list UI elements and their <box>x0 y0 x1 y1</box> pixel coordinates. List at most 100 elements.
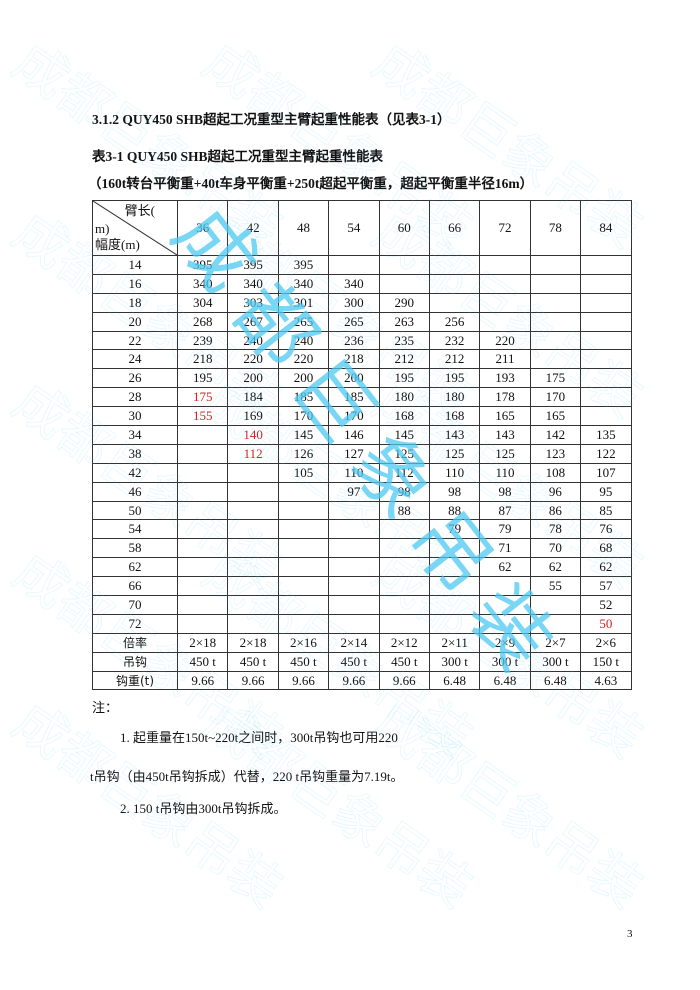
boom-length-header: 60 <box>378 200 430 256</box>
boom-length-header: 78 <box>529 200 582 256</box>
capacity-cell: 110 <box>428 462 481 483</box>
capacity-cell <box>227 500 279 521</box>
capacity-cell: 195 <box>428 368 481 389</box>
watermark-faint: 成都巨象吊装 <box>363 691 653 919</box>
capacity-cell <box>328 500 380 521</box>
table-row: 72 50 <box>92 613 632 634</box>
corner-header-cell: 臂长( m) 幅度(m) <box>92 200 178 256</box>
footer-value-cell: 300 t <box>428 651 481 672</box>
capacity-cell <box>378 519 430 540</box>
capacity-cell <box>277 519 330 540</box>
capacity-cell <box>176 519 229 540</box>
capacity-cell: 78 <box>529 519 582 540</box>
capacity-cell <box>529 595 582 615</box>
capacity-cell: 265 <box>328 311 380 332</box>
radius-cell: 26 <box>92 368 178 389</box>
footer-label-cell: 钩重(t) <box>92 670 178 691</box>
capacity-cell: 122 <box>580 443 632 464</box>
capacity-cell: 143 <box>428 425 481 445</box>
capacity-cell <box>328 538 380 559</box>
capacity-cell <box>580 387 632 408</box>
footer-value-cell: 9.66 <box>176 670 229 691</box>
capacity-cell: 340 <box>328 273 380 294</box>
footer-value-cell: 2×11 <box>428 632 481 653</box>
capacity-cell <box>428 613 481 634</box>
capacity-cell <box>428 273 481 294</box>
capacity-cell <box>176 481 229 502</box>
capacity-cell <box>529 255 582 275</box>
capacity-cell <box>176 443 229 464</box>
radius-cell: 14 <box>92 255 178 275</box>
capacity-cell <box>580 330 632 351</box>
capacity-cell: 140 <box>227 425 279 445</box>
capacity-cell: 236 <box>328 330 380 351</box>
capacity-cell: 95 <box>580 481 632 502</box>
capacity-cell <box>479 292 531 313</box>
footer-value-cell: 450 t <box>176 651 229 672</box>
capacity-cell: 290 <box>378 292 430 313</box>
capacity-cell: 184 <box>227 387 279 408</box>
table-row: 20 268 267 265 265 263 256 <box>92 311 632 332</box>
table-row: 34 140 145 146 145 143 143 142 135 <box>92 425 632 445</box>
capacity-cell <box>529 349 582 370</box>
capacity-cell: 169 <box>227 406 279 427</box>
page-number: 3 <box>627 928 633 940</box>
capacity-cell: 98 <box>479 481 531 502</box>
capacity-cell: 165 <box>479 406 531 427</box>
table-row: 28 175 184 185 185 180 180 178 170 <box>92 387 632 408</box>
capacity-cell <box>479 255 531 275</box>
capacity-cell: 200 <box>227 368 279 389</box>
capacity-cell: 200 <box>328 368 380 389</box>
capacity-cell <box>378 255 430 275</box>
capacity-cell <box>580 368 632 389</box>
capacity-cell: 165 <box>529 406 582 427</box>
table-row: 46 97 98 98 98 96 95 <box>92 481 632 502</box>
capacity-cell: 55 <box>529 576 582 597</box>
table-row: 66 55 57 <box>92 576 632 597</box>
radius-cell: 50 <box>92 500 178 521</box>
capacity-cell: 110 <box>479 462 531 483</box>
capacity-cell <box>529 330 582 351</box>
table-row: 50 88 88 87 86 85 <box>92 500 632 521</box>
capacity-cell <box>479 595 531 615</box>
capacity-cell: 256 <box>428 311 481 332</box>
radius-cell: 66 <box>92 576 178 597</box>
capacity-cell: 168 <box>428 406 481 427</box>
footer-value-cell: 9.66 <box>378 670 430 691</box>
capacity-cell <box>277 481 330 502</box>
capacity-cell <box>176 462 229 483</box>
capacity-cell: 68 <box>580 538 632 559</box>
capacity-cell: 200 <box>277 368 330 389</box>
capacity-cell: 220 <box>227 349 279 370</box>
capacity-cell <box>328 519 380 540</box>
capacity-cell: 112 <box>378 462 430 483</box>
section-heading: 3.1.2 QUY450 SHB超起工况重型主臂起重性能表（见表3-1） <box>92 112 451 127</box>
capacity-cell: 170 <box>328 406 380 427</box>
footer-value-cell: 450 t <box>277 651 330 672</box>
table-row: 70 52 <box>92 595 632 615</box>
capacity-cell <box>176 576 229 597</box>
capacity-cell <box>378 557 430 578</box>
capacity-cell: 70 <box>529 538 582 559</box>
capacity-cell: 96 <box>529 481 582 502</box>
capacity-cell <box>227 595 279 615</box>
radius-cell: 42 <box>92 462 178 483</box>
boom-length-header: 54 <box>328 200 380 256</box>
footer-value-cell: 2×18 <box>176 632 229 653</box>
capacity-cell: 395 <box>277 255 330 275</box>
radius-cell: 70 <box>92 595 178 615</box>
capacity-cell: 110 <box>328 462 380 483</box>
capacity-cell: 127 <box>328 443 380 464</box>
hook-row: 吊钩 450 t 450 t 450 t 450 t 450 t 300 t 300 t 300… <box>92 651 632 672</box>
capacity-cell <box>227 576 279 597</box>
radius-cell: 20 <box>92 311 178 332</box>
radius-cell: 18 <box>92 292 178 313</box>
radius-cell: 72 <box>92 613 178 634</box>
capacity-cell <box>580 292 632 313</box>
footer-value-cell: 300 t <box>529 651 582 672</box>
capacity-cell: 98 <box>378 481 430 502</box>
capacity-cell: 395 <box>176 255 229 275</box>
capacity-cell <box>176 595 229 615</box>
table-row: 54 79 79 78 76 <box>92 519 632 540</box>
capacity-cell: 88 <box>428 500 481 521</box>
